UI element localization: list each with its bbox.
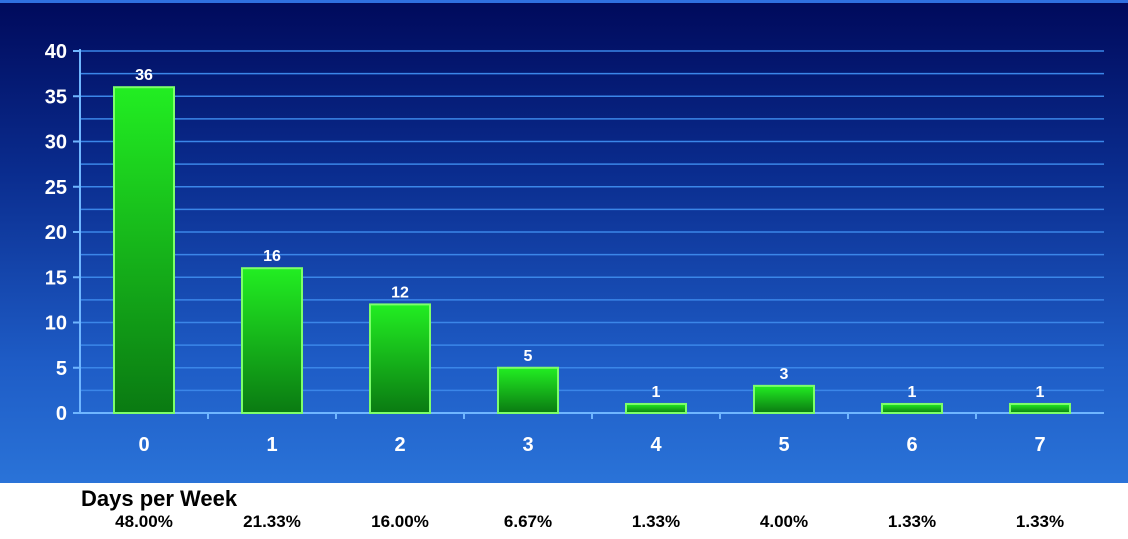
data-label: 12 <box>391 284 409 301</box>
data-label: 1 <box>908 384 917 401</box>
bar <box>753 384 815 415</box>
x-tick-label: 4 <box>650 434 662 456</box>
y-tick-label: 10 <box>45 313 67 335</box>
x-tick-label: 3 <box>522 434 533 456</box>
percentage-label: 1.33% <box>887 512 937 531</box>
percentage-label: 6.67% <box>503 512 553 531</box>
y-tick-label: 35 <box>45 86 67 108</box>
x-tick-label: 6 <box>906 434 917 456</box>
bar <box>1009 402 1071 415</box>
data-label: 16 <box>263 248 281 265</box>
data-label: 3 <box>780 366 789 383</box>
percentage-label: 1.33% <box>631 512 681 531</box>
bar <box>369 303 431 414</box>
bar <box>881 402 943 415</box>
data-label: 36 <box>135 67 153 84</box>
data-label: 5 <box>524 348 533 365</box>
y-tick-label: 15 <box>45 267 67 289</box>
x-axis-title: Days per Week <box>81 486 238 511</box>
y-tick-label: 0 <box>56 403 67 425</box>
percentage-label: 4.00% <box>759 512 809 531</box>
y-tick-label: 20 <box>45 222 67 244</box>
x-tick-label: 5 <box>778 434 789 456</box>
chart-panel: 0 5 10 15 20 25 30 35 40 36 0 16 1 12 2 5 3 1 4 3 5 1 6 1 7 <box>0 0 1128 483</box>
x-tick-label: 0 <box>138 434 149 456</box>
y-tick-label: 40 <box>45 41 67 63</box>
y-tick-label: 30 <box>45 132 67 154</box>
bar <box>113 86 175 414</box>
percentage-label: 21.33% <box>243 512 301 531</box>
percentage-label: 1.33% <box>1015 512 1065 531</box>
x-tick-label: 2 <box>394 434 405 456</box>
bar <box>241 267 303 415</box>
y-tick-label: 25 <box>45 177 67 199</box>
percentage-label: 48.00% <box>115 512 173 531</box>
x-tick-label: 1 <box>266 434 277 456</box>
bar <box>497 366 559 414</box>
data-label: 1 <box>1036 384 1045 401</box>
x-tick-label: 7 <box>1034 434 1045 456</box>
percentage-label: 16.00% <box>371 512 429 531</box>
data-label: 1 <box>652 384 661 401</box>
y-tick-label: 5 <box>56 358 67 380</box>
bar <box>625 402 687 415</box>
